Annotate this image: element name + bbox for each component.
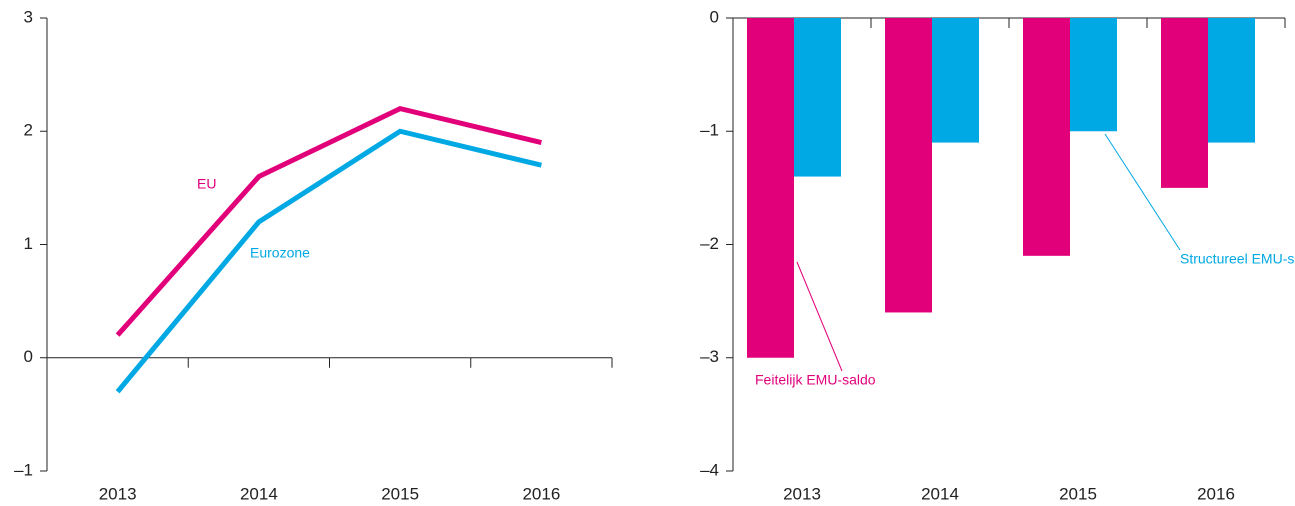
bar	[747, 18, 794, 358]
y-tick-label: 2	[24, 121, 33, 140]
x-tick-label: 2014	[921, 484, 959, 503]
y-tick-label: –4	[700, 460, 719, 479]
y-tick-label: –3	[700, 347, 719, 366]
x-tick-label: 2015	[381, 484, 419, 503]
series-label: Feitelijk EMU-saldo	[755, 372, 876, 388]
y-tick-label: –1	[700, 121, 719, 140]
leader-line	[1104, 133, 1181, 251]
x-tick-label: 2013	[783, 484, 821, 503]
bar	[794, 18, 841, 177]
y-tick-label: –2	[700, 234, 719, 253]
leader-line	[796, 261, 843, 372]
bar	[932, 18, 979, 143]
series-label: Eurozone	[250, 245, 310, 261]
line-series	[115, 105, 542, 337]
series-label: EU	[197, 176, 216, 192]
bar	[1070, 18, 1117, 132]
x-tick-label: 2014	[240, 484, 278, 503]
bar	[1208, 18, 1255, 143]
bar	[1161, 18, 1208, 188]
y-tick-label: 3	[24, 7, 33, 26]
y-tick-label: 0	[710, 7, 719, 26]
x-tick-label: 2016	[522, 484, 560, 503]
x-tick-label: 2016	[1197, 484, 1235, 503]
line-series	[115, 128, 542, 394]
bar	[1023, 18, 1070, 256]
x-tick-label: 2015	[1059, 484, 1097, 503]
bar	[885, 18, 932, 313]
y-tick-label: 1	[24, 234, 33, 253]
series-label: Structureel EMU-saldo	[1180, 251, 1295, 267]
y-tick-label: 0	[24, 347, 33, 366]
x-tick-label: 2013	[99, 484, 137, 503]
y-tick-label: –1	[14, 460, 33, 479]
